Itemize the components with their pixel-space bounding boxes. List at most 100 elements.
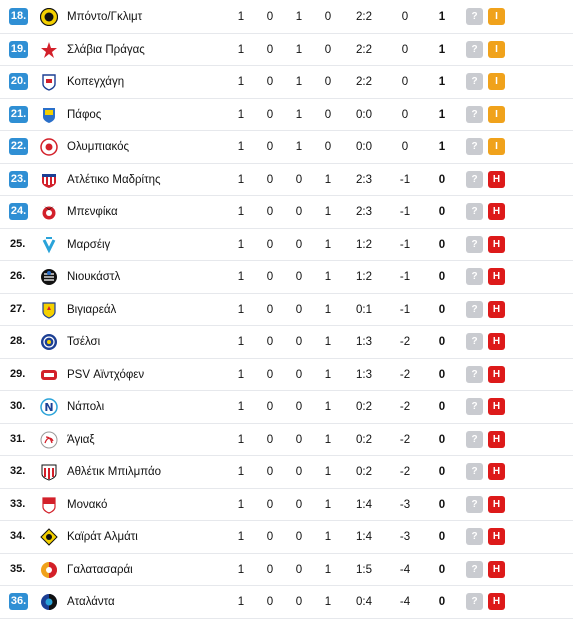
next-match-badge[interactable]: ? bbox=[466, 365, 483, 383]
table-row[interactable]: 30. N Νάπολι 1 0 0 1 0:2 -2 0? H bbox=[0, 391, 573, 424]
form-badge[interactable]: H bbox=[488, 495, 505, 513]
form-badge[interactable]: I bbox=[488, 73, 505, 90]
table-row[interactable]: 33. Μονακό 1 0 0 1 1:4 -3 0? H bbox=[0, 489, 573, 521]
form-badge[interactable]: I bbox=[488, 138, 505, 155]
table-row[interactable]: 31. Άγιαξ 1 0 0 1 0:2 -2 0? H bbox=[0, 424, 573, 456]
form-badge[interactable]: I bbox=[488, 40, 505, 58]
form-badge[interactable]: H bbox=[488, 398, 505, 415]
table-row[interactable]: 21. Πάφος 1 0 1 0 0:0 0 1? I bbox=[0, 99, 573, 131]
goal-difference-value: -2 bbox=[399, 466, 411, 478]
team-name-link[interactable]: Αταλάντα bbox=[67, 596, 115, 608]
next-match-badge[interactable]: ? bbox=[466, 593, 483, 610]
kairat-crest-icon bbox=[40, 528, 58, 546]
table-row[interactable]: 32. Αθλέτικ Μπιλμπάο 1 0 0 1 0:2 -2 0? H bbox=[0, 456, 573, 489]
next-match-badge[interactable]: ? bbox=[466, 398, 483, 415]
form-badge[interactable]: H bbox=[488, 430, 505, 448]
next-match-badge[interactable]: ? bbox=[466, 235, 483, 253]
form-badge[interactable]: H bbox=[488, 463, 505, 480]
form-badge[interactable]: H bbox=[488, 170, 505, 188]
draws-value: 0 bbox=[295, 466, 303, 478]
table-row[interactable]: 18. Μπόντο/Γκλιμτ 1 0 1 0 2:2 0 1? I bbox=[0, 1, 573, 34]
losses-value: 1 bbox=[324, 563, 332, 576]
team-name-link[interactable]: Βιγιαρεάλ bbox=[67, 303, 117, 316]
next-match-badge[interactable]: ? bbox=[466, 495, 483, 513]
table-row[interactable]: 36. Αταλάντα 1 0 0 1 0:4 -4 0? H bbox=[0, 586, 573, 619]
team-name-link[interactable]: Μονακό bbox=[67, 498, 108, 511]
form-badge[interactable]: H bbox=[488, 333, 505, 350]
form-badge[interactable]: I bbox=[488, 105, 505, 123]
team-name-link[interactable]: Τσέλσι bbox=[67, 336, 101, 348]
form-badge[interactable]: H bbox=[488, 300, 505, 318]
team-name-link[interactable]: Άγιαξ bbox=[67, 433, 95, 446]
svg-text:N: N bbox=[44, 401, 53, 414]
next-match-badge[interactable]: ? bbox=[466, 138, 483, 155]
points-value: 1 bbox=[438, 141, 446, 153]
form-badge[interactable]: H bbox=[488, 593, 505, 610]
table-row[interactable]: 19. Σλάβια Πράγας 1 0 1 0 2:2 0 1? I bbox=[0, 34, 573, 66]
next-match-badge[interactable]: ? bbox=[466, 300, 483, 318]
next-match-badge[interactable]: ? bbox=[466, 203, 483, 220]
table-row[interactable]: 24. Μπενφίκα 1 0 0 1 2:3 -1 0? H bbox=[0, 196, 573, 229]
team-name-link[interactable]: Νιουκάστλ bbox=[67, 271, 121, 283]
form-badge[interactable]: H bbox=[488, 268, 505, 285]
table-row[interactable]: 23. Ατλέτικο Μαδρίτης 1 0 0 1 2:3 -1 0? H bbox=[0, 164, 573, 196]
table-row[interactable]: 25. Μαρσέιγ 1 0 0 1 1:2 -1 0? H bbox=[0, 229, 573, 261]
team-name-link[interactable]: PSV Αϊντχόφεν bbox=[67, 368, 145, 381]
team-name-link[interactable]: Μπόντο/Γκλιμτ bbox=[67, 11, 143, 23]
next-match-badge[interactable]: ? bbox=[466, 105, 483, 123]
form-badge[interactable]: H bbox=[488, 203, 505, 220]
draws-value: 0 bbox=[295, 206, 303, 218]
next-match-badge[interactable]: ? bbox=[466, 268, 483, 285]
next-match-badge[interactable]: ? bbox=[466, 170, 483, 188]
losses-value: 1 bbox=[324, 368, 332, 381]
form-badge[interactable]: H bbox=[488, 528, 505, 545]
next-match-badge[interactable]: ? bbox=[466, 8, 483, 25]
copenhagen-crest-icon bbox=[40, 73, 58, 91]
team-name-link[interactable]: Κοπεγχάγη bbox=[67, 76, 125, 88]
team-name-link[interactable]: Γαλατασαράι bbox=[67, 563, 133, 576]
wins-value: 0 bbox=[266, 141, 274, 153]
team-name-link[interactable]: Καϊράτ Αλμάτι bbox=[67, 531, 138, 543]
table-row[interactable]: 35. Γαλατασαράι 1 0 0 1 1:5 -4 0? H bbox=[0, 554, 573, 586]
form-badge[interactable]: H bbox=[488, 365, 505, 383]
team-name-link[interactable]: Νάπολι bbox=[67, 401, 105, 413]
team-name-link[interactable]: Ολυμπιακός bbox=[67, 141, 130, 153]
team-name-link[interactable]: Σλάβια Πράγας bbox=[67, 43, 145, 56]
goals-value: 1:5 bbox=[356, 563, 372, 576]
wins-value: 0 bbox=[266, 466, 274, 478]
form-badge[interactable]: I bbox=[488, 8, 505, 25]
rank-label: 27. bbox=[10, 302, 26, 315]
team-name-link[interactable]: Μπενφίκα bbox=[67, 206, 118, 218]
wins-value: 0 bbox=[266, 368, 274, 381]
team-name-link[interactable]: Μαρσέιγ bbox=[67, 238, 111, 251]
team-name-link[interactable]: Ατλέτικο Μαδρίτης bbox=[67, 173, 161, 186]
goal-difference-value: 0 bbox=[401, 108, 409, 121]
wins-value: 0 bbox=[266, 303, 274, 316]
table-row[interactable]: 29. PSV Αϊντχόφεν 1 0 0 1 1:3 -2 0? H bbox=[0, 359, 573, 391]
next-match-badge[interactable]: ? bbox=[466, 333, 483, 350]
losses-value: 0 bbox=[324, 43, 332, 56]
next-match-badge[interactable]: ? bbox=[466, 560, 483, 578]
wins-value: 0 bbox=[266, 206, 274, 218]
table-row[interactable]: 28. Τσέλσι 1 0 0 1 1:3 -2 0? H bbox=[0, 326, 573, 359]
losses-value: 1 bbox=[324, 531, 332, 543]
table-row[interactable]: 34. Καϊράτ Αλμάτι 1 0 0 1 1:4 -3 0? H bbox=[0, 521, 573, 554]
next-match-badge[interactable]: ? bbox=[466, 463, 483, 480]
team-name-link[interactable]: Αθλέτικ Μπιλμπάο bbox=[67, 466, 162, 478]
team-name-link[interactable]: Πάφος bbox=[67, 108, 102, 121]
form-badge[interactable]: H bbox=[488, 560, 505, 578]
bodo-glimt-crest-icon bbox=[40, 8, 58, 26]
wins-value: 0 bbox=[266, 531, 274, 543]
points-value: 0 bbox=[438, 271, 446, 283]
points-value: 0 bbox=[438, 368, 446, 381]
table-row[interactable]: 22. Ολυμπιακός 1 0 1 0 0:0 0 1? I bbox=[0, 131, 573, 164]
table-row[interactable]: 20. Κοπεγχάγη 1 0 1 0 2:2 0 1? I bbox=[0, 66, 573, 99]
next-match-badge[interactable]: ? bbox=[466, 430, 483, 448]
points-value: 0 bbox=[438, 206, 446, 218]
table-row[interactable]: 26. Νιουκάστλ 1 0 0 1 1:2 -1 0? H bbox=[0, 261, 573, 294]
next-match-badge[interactable]: ? bbox=[466, 40, 483, 58]
form-badge[interactable]: H bbox=[488, 235, 505, 253]
next-match-badge[interactable]: ? bbox=[466, 528, 483, 545]
table-row[interactable]: 27. Βιγιαρεάλ 1 0 0 1 0:1 -1 0? H bbox=[0, 294, 573, 326]
next-match-badge[interactable]: ? bbox=[466, 73, 483, 90]
